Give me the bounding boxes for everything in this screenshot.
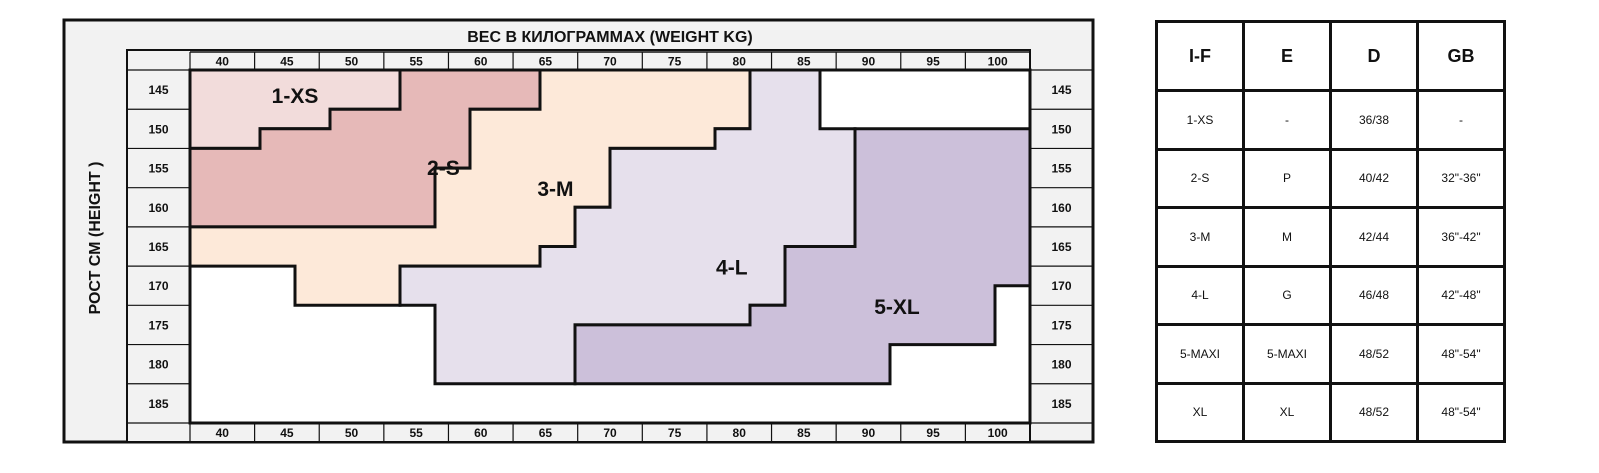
table-cell: 36"-42"	[1416, 206, 1506, 268]
header-cell: E	[1242, 20, 1332, 92]
height-tick-label: 165	[1051, 240, 1071, 254]
table-cell: 48/52	[1329, 323, 1419, 385]
height-tick-label: 175	[148, 318, 168, 332]
weight-tick-label: 65	[539, 426, 553, 440]
weight-tick-label: 60	[474, 55, 488, 69]
table-row: 3-M M 42/44 36"-42"	[1155, 206, 1506, 268]
table-cell: 32"-36"	[1416, 147, 1506, 209]
table-cell: 4-L	[1155, 264, 1245, 326]
size-conversion-table-wrapper: I-F E D GB 1-XS -36/38-2-S P 40/42 32"-36" 3-…	[1155, 20, 1506, 443]
table-cell: G	[1242, 264, 1332, 326]
table-cell: 48/52	[1329, 381, 1419, 443]
zone-label: 3-M	[537, 178, 573, 201]
height-axis-title: РОСТ СМ (HEIGHT )	[87, 162, 104, 315]
weight-tick-label: 90	[862, 55, 876, 69]
zone-label: 2-S	[427, 157, 460, 180]
zone-label: 5-XL	[874, 296, 920, 319]
weight-tick-label: 80	[733, 55, 747, 69]
header-cell: I-F	[1155, 20, 1245, 92]
weight-tick-label: 40	[216, 55, 230, 69]
weight-tick-label: 100	[988, 55, 1008, 69]
height-tick-label: 145	[148, 83, 168, 97]
table-row: 1-XS -36/38-	[1155, 89, 1506, 151]
height-tick-label: 185	[148, 397, 168, 411]
table-cell: 40/42	[1329, 147, 1419, 209]
table-cell: XL	[1242, 381, 1332, 443]
weight-tick-label: 85	[797, 55, 811, 69]
weight-tick-label: 75	[668, 55, 682, 69]
table-row: 2-S P 40/42 32"-36"	[1155, 147, 1506, 209]
weight-tick-label: 65	[539, 55, 553, 69]
height-tick-label: 180	[148, 358, 168, 372]
weight-tick-label: 70	[603, 426, 617, 440]
header-cell: GB	[1416, 20, 1506, 92]
table-cell: 42/44	[1329, 206, 1419, 268]
height-tick-label: 170	[1051, 279, 1071, 293]
weight-tick-label: 70	[603, 55, 617, 69]
table-cell: XL	[1155, 381, 1245, 443]
table-header-row: I-F E D GB	[1155, 20, 1506, 92]
weight-tick-label: 100	[988, 426, 1008, 440]
height-tick-label: 180	[1051, 358, 1071, 372]
height-tick-label: 165	[148, 240, 168, 254]
table-row: 4-L G 46/48 42"-48"	[1155, 264, 1506, 326]
zone-label: 1-XS	[272, 85, 319, 108]
header-cell: D	[1329, 20, 1419, 92]
weight-tick-label: 45	[280, 426, 294, 440]
weight-tick-label: 95	[926, 55, 940, 69]
weight-tick-label: 80	[733, 426, 747, 440]
table-cell: 2-S	[1155, 147, 1245, 209]
weight-tick-label: 45	[280, 55, 294, 69]
weight-tick-label: 50	[345, 426, 359, 440]
size-conversion-table: I-F E D GB 1-XS -36/38-2-S P 40/42 32"-36" 3-…	[1155, 20, 1506, 443]
weight-tick-label: 55	[409, 426, 423, 440]
table-row: 5-MAXI 5-MAXI 48/52 48"-54"	[1155, 323, 1506, 385]
table-cell: -	[1416, 89, 1506, 151]
table-cell: 46/48	[1329, 264, 1419, 326]
height-tick-label: 160	[1051, 201, 1071, 215]
height-tick-label: 185	[1051, 397, 1071, 411]
weight-axis-title: ВЕС В КИЛОГРАММАХ (WEIGHT KG)	[467, 29, 752, 46]
height-tick-label: 175	[1051, 318, 1071, 332]
height-tick-label: 170	[148, 279, 168, 293]
weight-tick-label: 90	[862, 426, 876, 440]
height-tick-label: 155	[148, 162, 168, 176]
weight-tick-label: 50	[345, 55, 359, 69]
table-cell: 36/38	[1329, 89, 1419, 151]
weight-tick-label: 75	[668, 426, 682, 440]
weight-tick-label: 40	[216, 426, 230, 440]
table-cell: 42"-48"	[1416, 264, 1506, 326]
table-cell: M	[1242, 206, 1332, 268]
table-cell: 48"-54"	[1416, 323, 1506, 385]
table-cell: 5-MAXI	[1242, 323, 1332, 385]
height-tick-label: 155	[1051, 162, 1071, 176]
table-cell: -	[1242, 89, 1332, 151]
table-cell: 5-MAXI	[1155, 323, 1245, 385]
weight-tick-label: 55	[409, 55, 423, 69]
height-tick-label: 150	[1051, 122, 1071, 136]
size-zone-5-xl	[573, 127, 1032, 386]
size-chart: 40 45 50 55 60 65 70 75 80 85 90 95 100 40 45 50 55 60 65 7…	[62, 18, 1095, 444]
weight-tick-label: 85	[797, 426, 811, 440]
weight-tick-label: 60	[474, 426, 488, 440]
height-tick-label: 160	[148, 201, 168, 215]
height-tick-label: 145	[1051, 83, 1071, 97]
table-row: XL XL 48/52 48"-54"	[1155, 381, 1506, 443]
table-cell: 3-M	[1155, 206, 1245, 268]
height-tick-label: 150	[148, 122, 168, 136]
table-cell: 1-XS	[1155, 89, 1245, 151]
table-cell: P	[1242, 147, 1332, 209]
zone-label: 4-L	[716, 257, 748, 280]
weight-tick-label: 95	[926, 426, 940, 440]
table-cell: 48"-54"	[1416, 381, 1506, 443]
